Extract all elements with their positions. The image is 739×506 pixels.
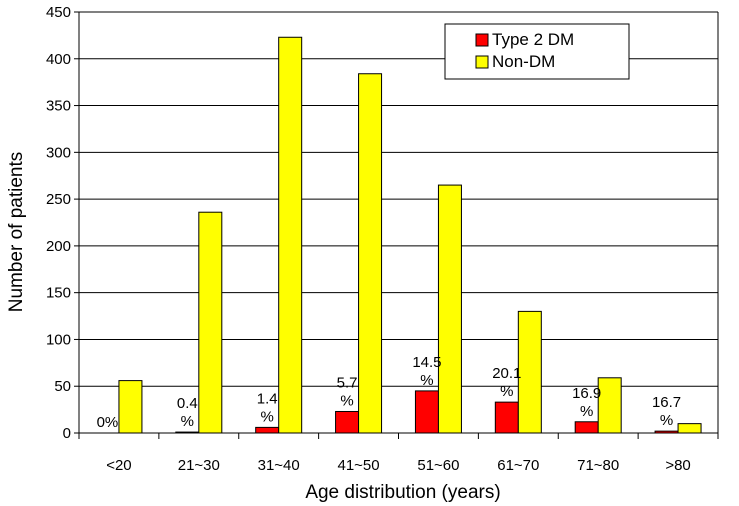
legend-label-type2dm: Type 2 DM xyxy=(492,30,574,49)
x-tick-label: 41~50 xyxy=(337,457,379,474)
x-tick-label: 21~30 xyxy=(178,457,220,474)
y-tick-label: 450 xyxy=(46,4,71,21)
legend-label-nondm: Non-DM xyxy=(492,52,555,71)
y-tick-label: 200 xyxy=(46,238,71,255)
percentage-label: % xyxy=(340,392,353,409)
y-tick-label: 0 xyxy=(63,425,71,442)
y-axis-title: Number of patients xyxy=(6,152,27,313)
bar-type2dm xyxy=(255,426,280,434)
bar-nondm xyxy=(278,36,303,434)
legend-swatch-type2dm xyxy=(475,33,489,47)
percentage-label: 5.7 xyxy=(337,374,358,391)
bar-nondm xyxy=(677,423,702,434)
percentage-label: 1.4 xyxy=(257,390,278,407)
percentage-label: 0% xyxy=(97,414,119,431)
bars xyxy=(118,36,702,434)
bar-type2dm xyxy=(335,410,360,434)
percentage-label: % xyxy=(181,413,194,430)
percentage-annotations: 0%0.4%1.4%5.7%14.5% 20.1% 16.9%16.7% xyxy=(97,354,682,431)
percentage-label: 16.9 xyxy=(572,385,601,402)
y-tick-label: 150 xyxy=(46,285,71,302)
bar-nondm xyxy=(517,310,542,434)
percentage-label: 16.7 xyxy=(652,394,681,411)
y-tick-label: 250 xyxy=(46,191,71,208)
legend-swatch-nondm xyxy=(475,55,489,69)
gridlines xyxy=(79,11,718,387)
bar-nondm xyxy=(437,184,462,434)
y-tick-label: 350 xyxy=(46,98,71,115)
bar-nondm xyxy=(198,211,223,434)
bar-nondm xyxy=(358,73,383,434)
bar-type2dm xyxy=(414,390,439,434)
y-tick-labels: 0 50 100 150 200 250 300 350 400 450 xyxy=(46,4,71,442)
axes xyxy=(74,11,719,439)
legend-box xyxy=(444,23,630,80)
x-tick-labels: <20 21~30 31~40 41~50 51~60 61~70 71~80 >80 xyxy=(106,457,691,474)
x-tick-label: <20 xyxy=(106,457,131,474)
legend: Type 2 DM Non-DM xyxy=(444,23,630,80)
x-tick-label: >80 xyxy=(665,457,690,474)
y-tick-label: 300 xyxy=(46,144,71,161)
y-tick-label: 400 xyxy=(46,51,71,68)
percentage-label: % xyxy=(500,383,513,400)
x-tick-label: 31~40 xyxy=(258,457,300,474)
x-tick-label: 51~60 xyxy=(417,457,459,474)
percentage-label: 20.1 xyxy=(492,365,521,382)
percentage-label: 14.5 xyxy=(412,354,441,371)
bar-type2dm xyxy=(494,401,519,434)
bar-nondm xyxy=(118,380,143,434)
x-axis-title: Age distribution (years) xyxy=(305,482,500,503)
percentage-label: % xyxy=(261,408,274,425)
percentage-label: 0.4 xyxy=(177,395,198,412)
x-tick-label: 71~80 xyxy=(577,457,619,474)
percentage-label: % xyxy=(660,412,673,429)
x-tick-label: 61~70 xyxy=(497,457,539,474)
y-tick-label: 50 xyxy=(54,378,71,395)
bar-nondm xyxy=(597,377,622,434)
percentage-label: % xyxy=(580,403,593,420)
percentage-label: % xyxy=(420,372,433,389)
bar-type2dm xyxy=(574,421,599,434)
y-tick-label: 100 xyxy=(46,331,71,348)
